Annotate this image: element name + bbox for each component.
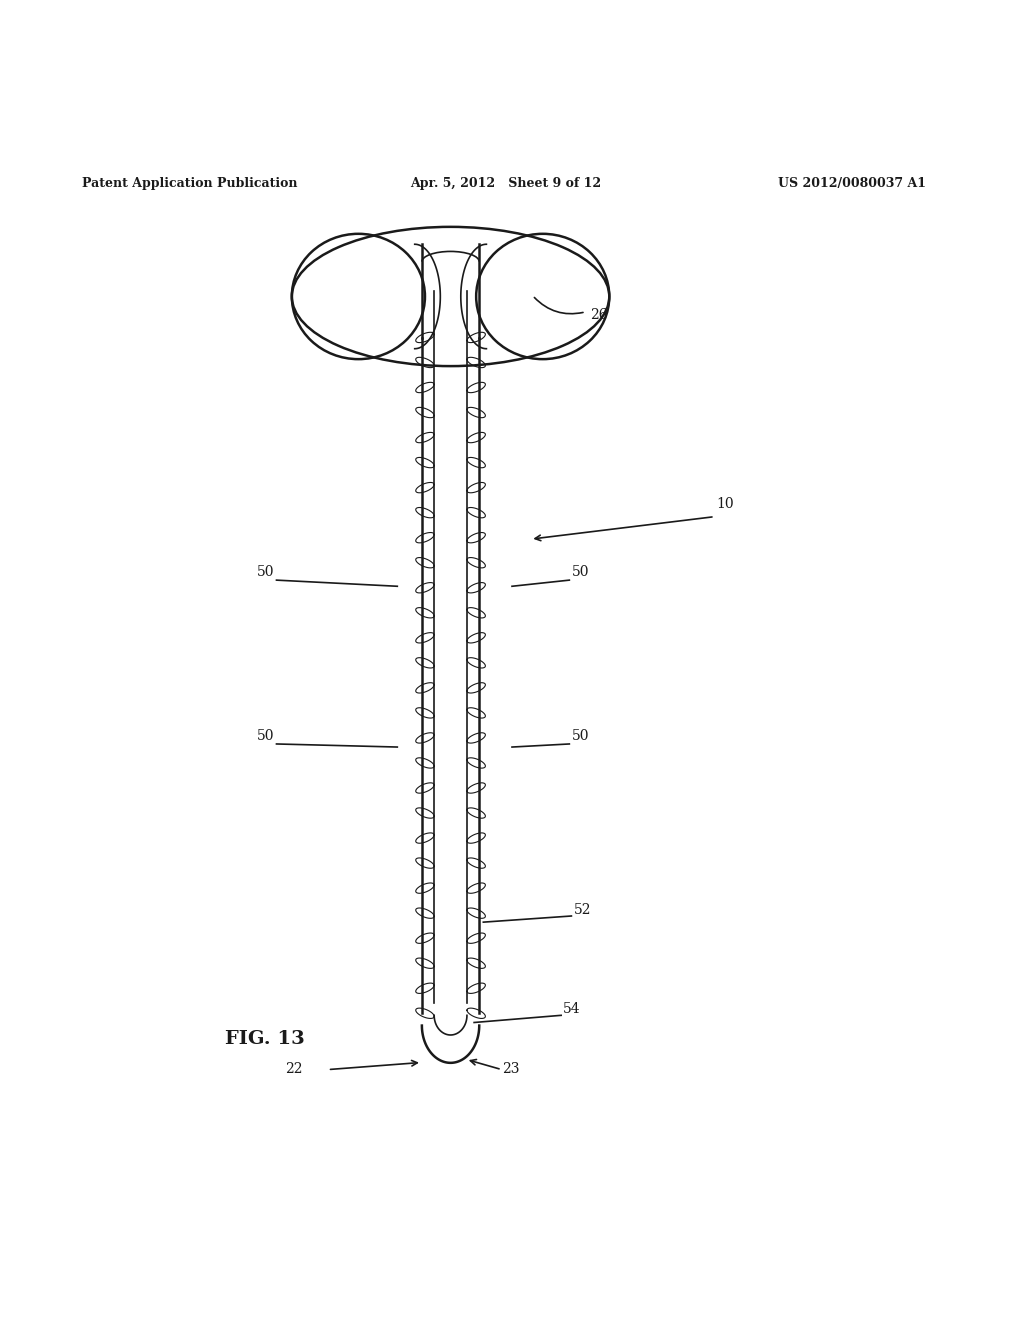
- Text: FIG. 13: FIG. 13: [225, 1030, 305, 1048]
- Text: 52: 52: [573, 903, 591, 917]
- Text: Apr. 5, 2012   Sheet 9 of 12: Apr. 5, 2012 Sheet 9 of 12: [410, 177, 601, 190]
- Text: 26: 26: [590, 308, 607, 322]
- Text: 50: 50: [257, 729, 274, 743]
- Text: 54: 54: [563, 1002, 581, 1016]
- Text: 50: 50: [571, 729, 589, 743]
- Text: 50: 50: [571, 565, 589, 579]
- Text: 50: 50: [257, 565, 274, 579]
- Text: US 2012/0080037 A1: US 2012/0080037 A1: [778, 177, 927, 190]
- Text: 10: 10: [717, 498, 734, 511]
- Text: 22: 22: [285, 1061, 302, 1076]
- Text: Patent Application Publication: Patent Application Publication: [82, 177, 297, 190]
- Text: 23: 23: [502, 1061, 519, 1076]
